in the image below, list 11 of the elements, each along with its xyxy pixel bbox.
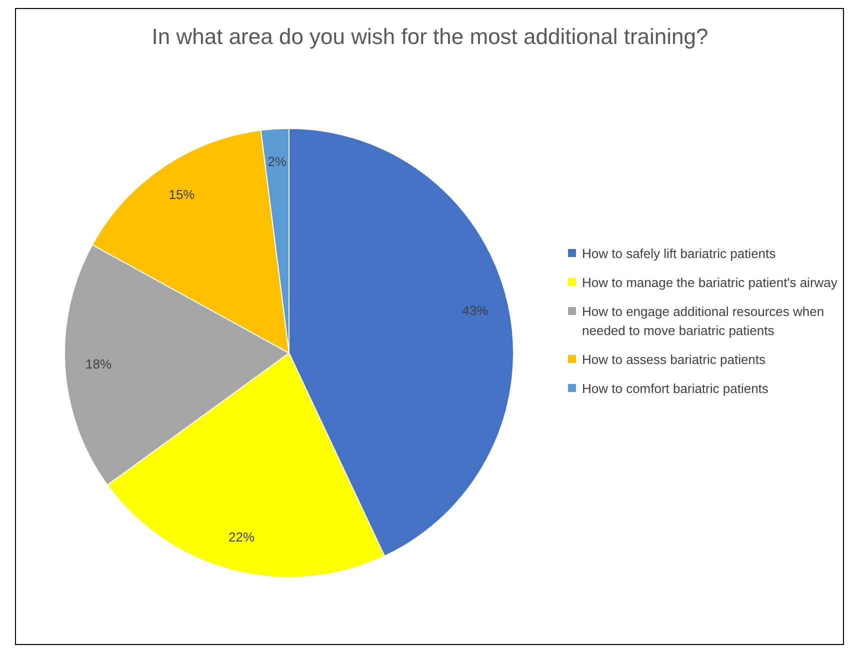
legend-label: How to assess bariatric patients — [582, 351, 766, 369]
data-label: 18% — [86, 356, 112, 372]
data-label: 15% — [168, 186, 196, 202]
legend-label: How to manage the bariatric patient's airway — [582, 274, 838, 292]
legend-label: How to comfort bariatric patients — [582, 380, 768, 398]
data-label: 43% — [462, 302, 489, 318]
chart-title: In what area do you wish for the most additional training? — [150, 24, 710, 50]
legend-label: How to safely lift bariatric patients — [582, 245, 776, 263]
data-label: 2% — [268, 154, 287, 170]
legend-label: How to engage additional resources when needed to move bariatric patients — [582, 303, 826, 340]
data-label: 22% — [228, 529, 255, 544]
